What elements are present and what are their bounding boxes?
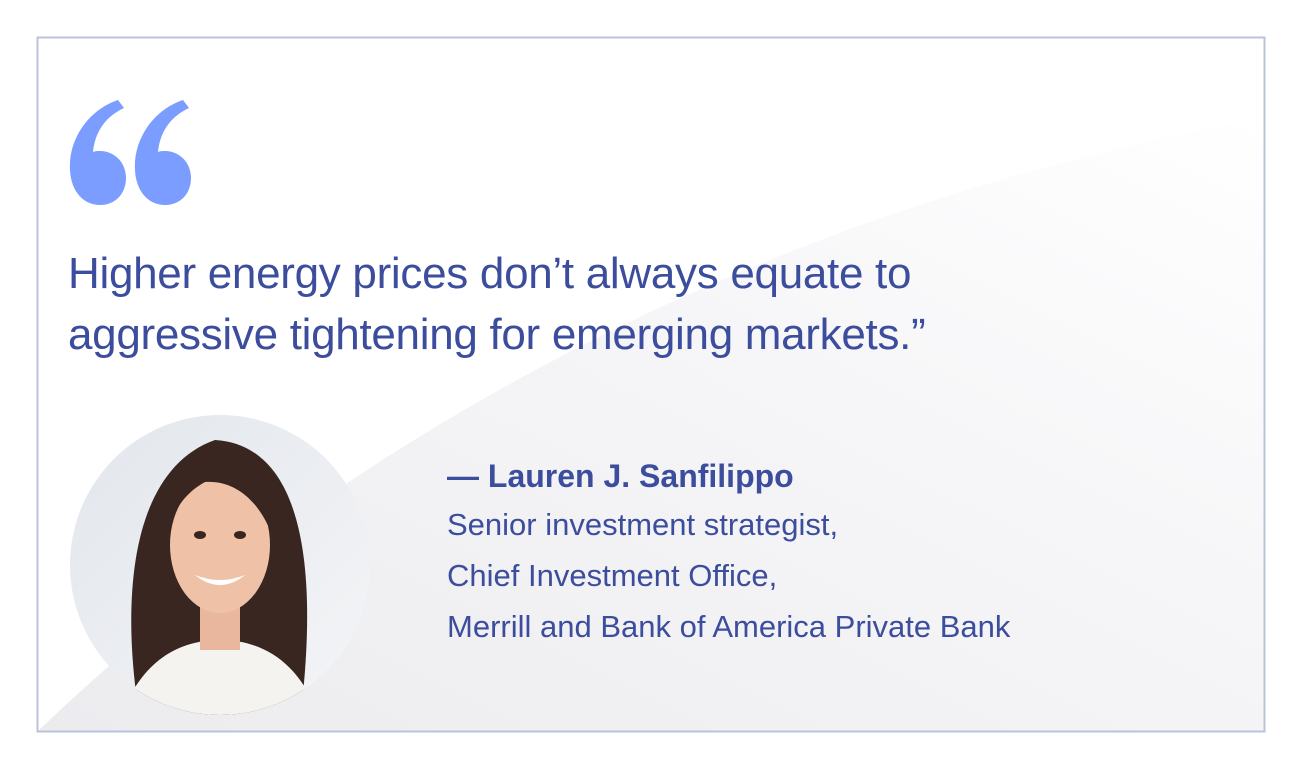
quote-icon	[69, 100, 191, 205]
attribution-title: Senior investment strategist,	[447, 507, 839, 542]
portrait	[70, 415, 370, 715]
card-border	[36, 36, 1266, 733]
attribution-title: Chief Investment Office,	[447, 558, 778, 593]
attribution-title: Merrill and Bank of America Private Bank	[447, 609, 1011, 644]
quote-line: aggressive tightening for emerging marke…	[68, 310, 926, 359]
quote-line: Higher energy prices don’t always equate…	[68, 249, 912, 298]
attribution-name: — Lauren J. Sanfilippo	[447, 458, 794, 494]
